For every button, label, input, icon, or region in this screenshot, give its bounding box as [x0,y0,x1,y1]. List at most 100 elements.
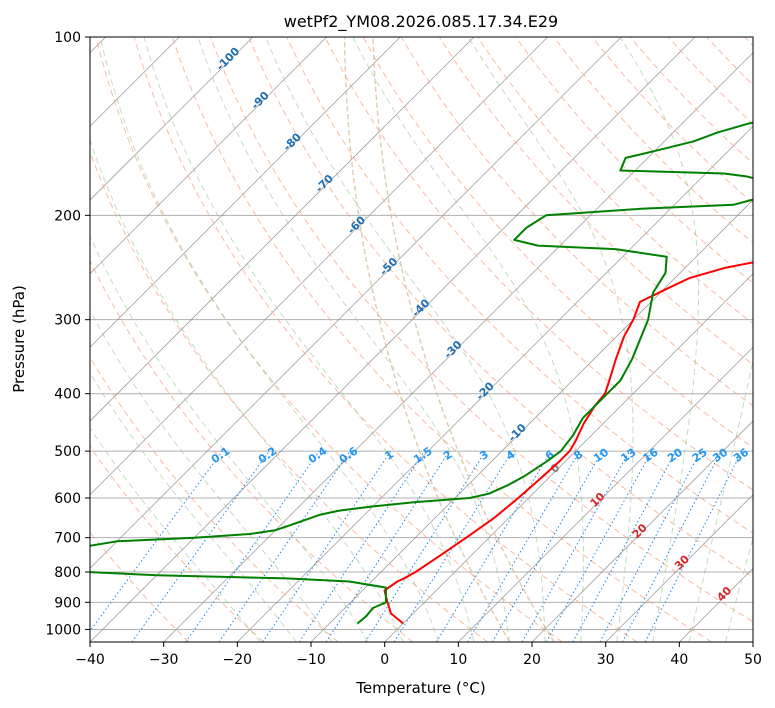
mixing-ratio-line [599,450,701,642]
mixing-ratio-line [467,450,580,642]
x-tick-label: 40 [670,652,688,668]
x-tick-label: 50 [744,652,762,668]
y-tick-label: 500 [54,444,81,460]
dry-adiabat [90,445,264,642]
mixing-ratio-line [90,450,223,632]
moist-adiabat [352,37,584,642]
dry-adiabat [438,37,753,366]
dry-adiabat-label: -30 [441,338,464,361]
dry-adiabat [210,37,753,623]
y-tick-label: 400 [54,387,81,403]
dry-adiabat-label: -80 [281,130,304,153]
dry-adiabat-label: 20 [630,521,650,541]
x-tick-label: 20 [523,652,541,668]
background-line-labels: 0.1 0.2 0.4 0.6 1 1.5 2 3 4 6 8 10 13 16 20 25 30 36-100-… [209,44,751,604]
mixing-ratio-label: 2 [441,448,455,463]
isotherm-line [458,346,753,642]
x-axis-label: Temperature (°C) [355,679,485,697]
y-tick-label: 700 [54,531,81,547]
mixing-ratio-label: 0.1 [209,444,232,466]
dry-adiabat-label: -10 [506,421,529,444]
mixing-ratio-line [491,450,603,642]
moist-adiabat [90,235,369,642]
dry-adiabat [362,37,753,449]
mixing-ratio-label: 10 [591,445,611,465]
dry-adiabat-label: 0 [548,461,563,476]
x-tick-label: 0 [380,652,389,668]
moist-adiabat [90,309,333,642]
dry-adiabat-label: -100 [214,44,243,73]
moist-adiabat [90,371,297,642]
y-axis-label: Pressure (hPa) [10,285,28,393]
dry-adiabat [324,37,753,491]
x-tick-label: −30 [149,652,179,668]
dry-adiabat [400,37,753,407]
mixing-ratio-label: 25 [690,446,710,465]
dry-adiabat [706,37,753,86]
plot-frame [89,36,754,643]
isotherm-line [310,199,753,642]
y-tick-label: 200 [54,208,81,224]
mixing-ratio-label: 0.4 [306,444,330,466]
y-tick-label: 800 [54,565,81,581]
dry-adiabat [515,37,753,284]
mixing-ratio-line [185,450,320,642]
moist-adiabat [619,37,699,642]
dry-adiabat-label: -90 [249,89,272,112]
temperature-line [383,261,753,625]
moist-adiabat [467,37,634,642]
mixing-ratio-label: 16 [641,445,661,465]
y-tick-label: 600 [54,491,81,507]
chart-title: wetPf2_YM08.2026.085.17.34.E29 [284,12,558,32]
isotherm-line [90,37,548,496]
isotherm-line [90,37,475,422]
dry-adiabat-label: 10 [588,490,608,510]
x-tick-label: 10 [449,652,467,668]
mixing-ratio-line [325,450,450,642]
mixing-ratio-label: 8 [571,448,585,463]
mixing-ratio-line [262,450,392,642]
x-tick-label: −20 [223,652,253,668]
mixing-ratio-line [435,450,552,642]
mixing-ratio-line [572,450,677,642]
mixing-ratio-label: 3 [477,448,491,463]
mixing-ratio-label: 36 [731,445,751,465]
isotherm-line [90,37,696,642]
dry-adiabat [553,37,753,244]
moist-adiabat [90,138,404,642]
dry-adiabat [248,37,753,578]
moist-adiabat [688,358,753,642]
dry-adiabat [668,37,753,125]
y-tick-label: 900 [54,595,81,611]
x-tick-label: −40 [75,652,105,668]
dry-adiabat [90,356,339,642]
isotherm-line [90,37,254,201]
x-tick-label: −10 [296,652,326,668]
mixing-ratio-line [644,450,743,642]
dry-adiabat-label: -20 [474,379,497,402]
moist-adiabat [725,536,753,642]
isotherm-line [163,52,753,642]
mixing-ratio-label: 0.2 [256,444,279,466]
y-tick-label: 300 [54,313,81,329]
dry-adiabat [133,37,638,642]
dry-adiabat [90,259,414,642]
y-tick-label: 100 [54,30,81,46]
isotherm-line [90,37,327,275]
mixing-ratio-label: 13 [619,446,639,465]
dry-adiabat [477,37,753,325]
background-lines [90,37,753,642]
axis-ticks: −40 −30 −20 −10 0 10 20 30 40 5010020030040050060… [45,30,762,668]
mixing-ratio-line [521,450,630,642]
isotherm-line [90,37,622,569]
mixing-ratio-line [131,450,270,642]
moist-adiabat [143,37,475,642]
dry-adiabat [90,150,488,642]
mixing-ratio-label: 20 [665,445,685,465]
isotherm-line [752,641,753,642]
isotherm-line [679,567,753,642]
moist-adiabat [90,427,261,642]
isotherm-line [237,125,753,642]
dry-adiabat [90,531,190,642]
